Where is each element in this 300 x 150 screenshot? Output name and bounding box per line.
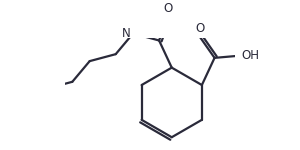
- Text: OH: OH: [241, 49, 259, 62]
- Text: N: N: [122, 27, 131, 39]
- Text: O: O: [163, 2, 172, 15]
- Text: O: O: [195, 22, 205, 35]
